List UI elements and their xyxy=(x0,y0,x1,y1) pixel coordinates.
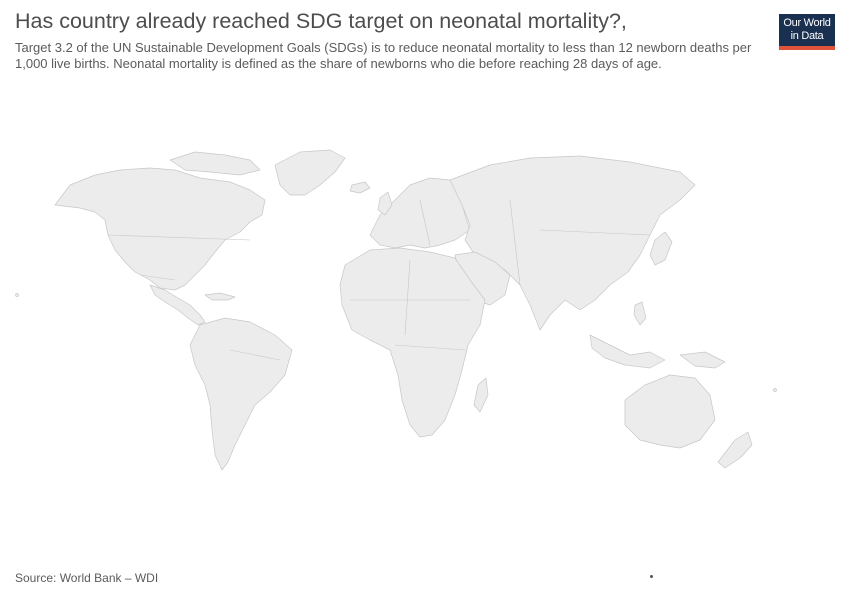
map-region-north-america[interactable] xyxy=(54,167,266,291)
map-island xyxy=(773,388,777,392)
map-region-greenland[interactable] xyxy=(274,149,346,196)
logo-line-2: in Data xyxy=(790,30,824,42)
map-region-british-isles[interactable] xyxy=(377,191,393,216)
map-region-africa[interactable] xyxy=(339,247,486,438)
map-region-caribbean[interactable] xyxy=(204,292,236,301)
dot-marker xyxy=(650,575,653,578)
logo-accent-bar xyxy=(779,46,835,50)
map-border xyxy=(229,349,281,361)
map-region-arctic-islands[interactable] xyxy=(169,151,261,176)
map-region-southeast-asia[interactable] xyxy=(589,334,666,369)
map-region-south-america[interactable] xyxy=(189,317,293,471)
map-border xyxy=(419,199,431,246)
map-region-australia[interactable] xyxy=(624,374,716,449)
map-region-new-zealand[interactable] xyxy=(717,431,753,469)
map-region-new-guinea[interactable] xyxy=(679,351,726,369)
map-region-madagascar[interactable] xyxy=(473,377,489,413)
map-border xyxy=(404,259,411,336)
owid-logo[interactable]: Our World in Data xyxy=(779,14,835,50)
logo-line-1: Our World xyxy=(783,17,831,29)
chart-title: Has country already reached SDG target o… xyxy=(15,9,627,33)
map-island xyxy=(15,293,19,297)
chart-subtitle: Target 3.2 of the UN Sustainable Develop… xyxy=(15,40,752,71)
source-note[interactable]: Source: World Bank – WDI xyxy=(15,571,159,585)
world-map-svg[interactable] xyxy=(0,130,850,510)
map-border xyxy=(139,274,176,281)
map-region-europe[interactable] xyxy=(369,177,471,249)
map-region-philippines[interactable] xyxy=(633,301,647,326)
map-border xyxy=(509,199,521,286)
map-border xyxy=(394,344,466,351)
map-region-japan[interactable] xyxy=(649,231,673,266)
map-border xyxy=(539,229,651,236)
world-map[interactable] xyxy=(0,130,850,510)
map-border xyxy=(107,234,251,241)
map-region-central-america[interactable] xyxy=(149,284,206,326)
map-region-iceland[interactable] xyxy=(349,181,371,194)
